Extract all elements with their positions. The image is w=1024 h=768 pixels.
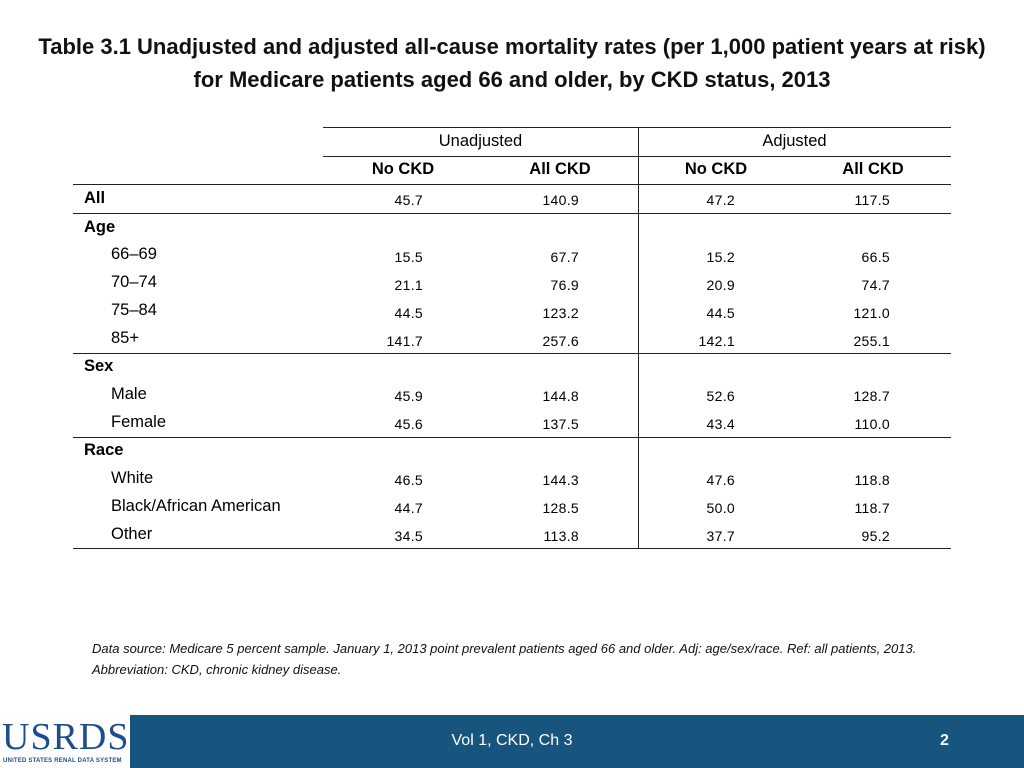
cell: 52.6 bbox=[706, 388, 735, 404]
row-label-age-75-84: 75–84 bbox=[111, 301, 157, 319]
subheader-adj-no-ckd: No CKD bbox=[684, 160, 748, 178]
cell: 142.1 bbox=[698, 333, 735, 349]
cell: 128.5 bbox=[542, 500, 579, 516]
cell: 140.9 bbox=[542, 192, 579, 208]
cell: 15.5 bbox=[394, 249, 423, 265]
cell: 121.0 bbox=[853, 305, 890, 321]
cell: 257.6 bbox=[542, 333, 579, 349]
rule-top bbox=[323, 127, 951, 128]
row-label-male: Male bbox=[111, 385, 147, 403]
cell: 137.5 bbox=[542, 416, 579, 432]
row-label-other: Other bbox=[111, 525, 153, 543]
rule-sex bbox=[73, 437, 951, 438]
section-label-sex: Sex bbox=[84, 357, 114, 375]
row-label-age-70-74: 70–74 bbox=[111, 273, 157, 291]
cell: 45.7 bbox=[394, 192, 423, 208]
cell: 44.5 bbox=[394, 305, 423, 321]
usrds-logo: USRDS UNITED STATES RENAL DATA SYSTEM bbox=[0, 715, 130, 768]
cell: 47.6 bbox=[706, 472, 735, 488]
cell: 44.7 bbox=[394, 500, 423, 516]
slide-title: Table 3.1 Unadjusted and adjusted all-ca… bbox=[38, 34, 986, 92]
cell: 110.0 bbox=[854, 416, 890, 432]
cell: 34.5 bbox=[394, 528, 423, 544]
row-label-white: White bbox=[111, 469, 154, 487]
row-label-all: All bbox=[84, 189, 106, 207]
rule-group bbox=[323, 156, 951, 157]
footer-bar: USRDS UNITED STATES RENAL DATA SYSTEM Vo… bbox=[0, 715, 1024, 768]
cell: 144.8 bbox=[542, 388, 579, 404]
cell: 255.1 bbox=[853, 333, 890, 349]
section-label-age: Age bbox=[84, 218, 116, 236]
cell: 45.9 bbox=[394, 388, 423, 404]
cell: 37.7 bbox=[706, 528, 735, 544]
cell: 118.7 bbox=[854, 500, 890, 516]
cell: 43.4 bbox=[706, 416, 735, 432]
cell: 45.6 bbox=[394, 416, 423, 432]
row-label-age-85plus: 85+ bbox=[111, 329, 139, 347]
footer-section-label: Vol 1, CKD, Ch 3 bbox=[451, 732, 573, 749]
section-label-race: Race bbox=[84, 441, 124, 459]
logo-wordmark: USRDS bbox=[2, 716, 130, 758]
column-divider bbox=[638, 127, 639, 549]
row-label-female: Female bbox=[111, 413, 167, 431]
data-source-note: Data source: Medicare 5 percent sample. … bbox=[92, 641, 917, 677]
rule-age bbox=[73, 353, 951, 354]
cell: 67.7 bbox=[550, 249, 579, 265]
cell: 144.3 bbox=[542, 472, 579, 488]
cell: 117.5 bbox=[854, 192, 890, 208]
cell: 76.9 bbox=[550, 277, 579, 293]
cell: 113.8 bbox=[543, 528, 579, 544]
cell: 47.2 bbox=[706, 192, 735, 208]
cell: 74.7 bbox=[861, 277, 890, 293]
cell: 128.7 bbox=[853, 388, 890, 404]
rule-all bbox=[73, 213, 951, 214]
cell: 50.0 bbox=[706, 500, 735, 516]
cell: 15.2 bbox=[706, 249, 735, 265]
rule-bottom bbox=[73, 548, 951, 549]
cell: 95.2 bbox=[861, 528, 890, 544]
header-unadjusted: Unadjusted bbox=[438, 132, 523, 150]
cell: 20.9 bbox=[706, 277, 735, 293]
page-number: 2 bbox=[940, 732, 949, 749]
cell: 118.8 bbox=[854, 472, 890, 488]
cell: 141.7 bbox=[386, 333, 423, 349]
row-label-black: Black/African American bbox=[111, 497, 281, 515]
row-label-age-66-69: 66–69 bbox=[111, 245, 157, 263]
cell: 21.1 bbox=[394, 277, 423, 293]
subheader-adj-all-ckd: All CKD bbox=[842, 160, 904, 178]
header-adjusted: Adjusted bbox=[762, 132, 827, 150]
cell: 123.2 bbox=[542, 305, 579, 321]
subheader-unadj-no-ckd: No CKD bbox=[371, 160, 435, 178]
logo-subtitle: UNITED STATES RENAL DATA SYSTEM bbox=[3, 758, 122, 764]
cell: 44.5 bbox=[706, 305, 735, 321]
rule-header bbox=[73, 184, 951, 185]
subheader-unadj-all-ckd: All CKD bbox=[529, 160, 591, 178]
cell: 66.5 bbox=[861, 249, 890, 265]
cell: 46.5 bbox=[394, 472, 423, 488]
